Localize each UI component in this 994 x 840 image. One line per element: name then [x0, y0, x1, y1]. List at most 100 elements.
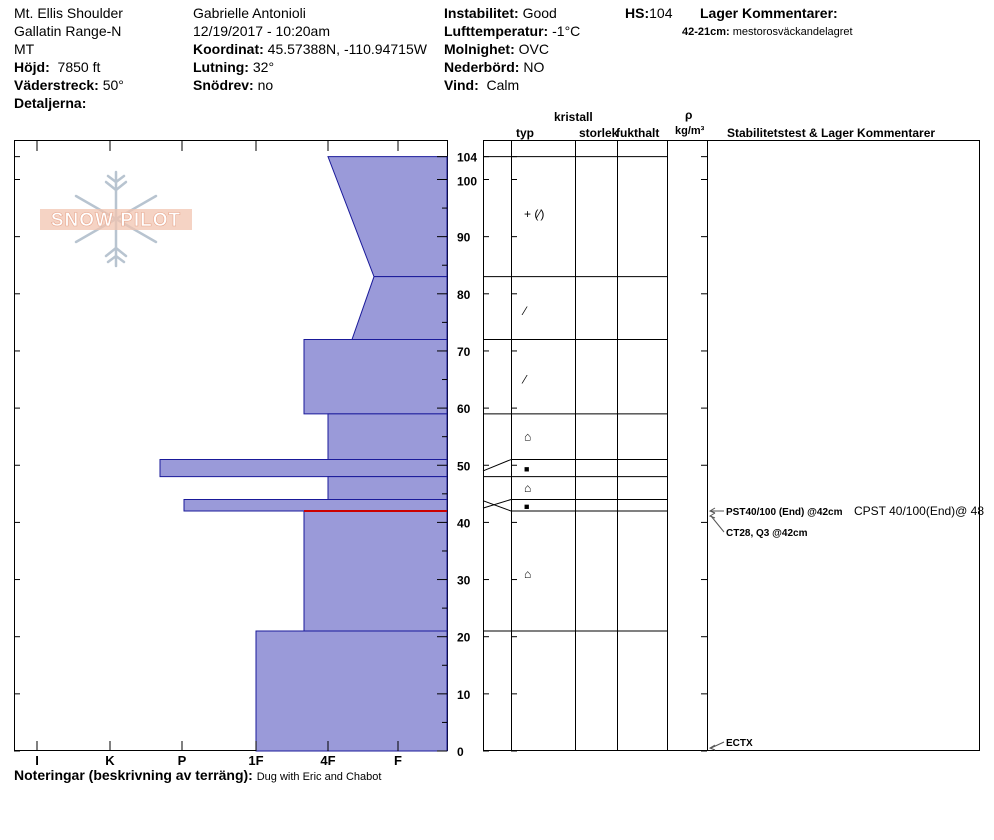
- wind-row: Vind: Calm: [444, 76, 580, 94]
- depth-tick-label: 100: [457, 175, 477, 189]
- hs-value: 104: [649, 5, 673, 21]
- header-layer-comments: Lager Kommentarer:: [700, 4, 838, 22]
- logo-text: SNOW PILOT: [51, 210, 181, 231]
- grain-symbol: + (⁄): [524, 207, 544, 221]
- header-hs: HS:104: [625, 4, 672, 22]
- header-typ: typ: [516, 126, 534, 140]
- hardness-bar: [327, 156, 448, 278]
- range-name: Gallatin Range-N: [14, 23, 122, 39]
- header-rho: ρ: [685, 108, 692, 122]
- depth-tick-label: 20: [457, 631, 471, 645]
- footer-notes: Noteringar (beskrivning av terräng): Dug…: [14, 766, 381, 786]
- hardness-bar: [351, 276, 448, 341]
- elevation-value: 7850 ft: [57, 59, 101, 75]
- grain-symbol: ⁄: [521, 304, 528, 318]
- coordinate-row: Koordinat: 45.57388N, -110.94715W: [193, 40, 427, 58]
- aspect-label: Väderstreck:: [14, 77, 99, 93]
- stability-arrowhead: [708, 744, 716, 751]
- hardness-bar: [303, 339, 448, 415]
- layer-connector: [482, 500, 512, 512]
- hs-label: HS:: [625, 5, 650, 21]
- coordinate-label: Koordinat:: [193, 41, 264, 57]
- depth-tick-label: 70: [457, 345, 471, 359]
- header-col1: Mt. Ellis Shoulder Gallatin Range-N MT H…: [14, 4, 124, 112]
- hardness-bar: [159, 459, 448, 478]
- grain-symbol: ⌂: [524, 481, 531, 495]
- header-fukthalt: fukthalt: [616, 126, 659, 140]
- depth-tick-label: 0: [457, 745, 464, 759]
- stability-test-label: CT28, Q3 @42cm: [726, 528, 808, 539]
- header-storlek: storlek: [579, 126, 619, 140]
- stability-arrowhead: [708, 507, 716, 514]
- depth-tick-label: 90: [457, 231, 471, 245]
- header-col2: Gabrielle Antonioli 12/19/2017 - 10:20am…: [193, 4, 427, 94]
- grain-symbol: ■: [524, 464, 529, 474]
- slope-row: Lutning: 32°: [193, 58, 427, 76]
- depth-axis: 0 10 20 30 40 50 60 70 80 90 100 104: [14, 151, 489, 759]
- instability-value: Good: [522, 5, 557, 21]
- stability-arrowhead: [708, 512, 716, 519]
- hardness-tick-label: 1F: [248, 753, 263, 768]
- elevation-row: Höjd: 7850 ft: [14, 58, 124, 76]
- hardness-bar: [255, 630, 448, 752]
- hardness-bars: [159, 156, 448, 752]
- hardness-bar: [327, 476, 448, 501]
- precip-value: NO: [523, 59, 545, 75]
- drift-label: Snödrev:: [193, 77, 254, 93]
- depth-tick-label: 10: [457, 688, 471, 702]
- location-name: Mt. Ellis Shoulder: [14, 5, 123, 21]
- grain-table-frame: [483, 140, 980, 751]
- aspect-value: 50°: [102, 77, 124, 93]
- depth-tick-label: 40: [457, 516, 471, 530]
- layer-connector: [482, 459, 512, 472]
- grain-symbol: ■: [524, 501, 529, 511]
- stability-test-label: ECTX: [726, 738, 753, 749]
- header-density-unit: kg/m³: [675, 125, 705, 137]
- wind-label: Vind:: [444, 77, 479, 93]
- stability-test-extra: CPST 40/100(End)@ 48: [854, 504, 984, 518]
- sky-row: Molnighet: OVC: [444, 40, 580, 58]
- header-stability: Stabilitetstest & Lager Kommentarer: [727, 126, 935, 140]
- depth-tick-label: 50: [457, 459, 471, 473]
- observation-datetime: 12/19/2017 - 10:20am: [193, 23, 330, 39]
- details-row: Detaljerna:: [14, 94, 124, 112]
- hardness-bar: [303, 510, 448, 632]
- logo-banner: [40, 209, 192, 230]
- layer-comments-label: Lager Kommentarer:: [700, 5, 838, 21]
- airtemp-label: Lufttemperatur:: [444, 23, 549, 39]
- precip-label: Nederbörd:: [444, 59, 520, 75]
- stability-arrow: [710, 741, 725, 749]
- slope-label: Lutning:: [193, 59, 249, 75]
- depth-tick-label: 104: [457, 151, 477, 165]
- instability-row: Instabilitet: Good: [444, 4, 580, 22]
- hardness-bar: [327, 413, 448, 461]
- drift-row: Snödrev: no: [193, 76, 427, 94]
- drift-value: no: [257, 77, 274, 93]
- airtemp-value: -1°C: [552, 23, 581, 39]
- hardness-tick-label: K: [105, 753, 115, 768]
- instability-label: Instabilitet:: [444, 5, 519, 21]
- snowpilot-logo: SNOW PILOT: [40, 170, 192, 268]
- wind-value: Calm: [486, 77, 520, 93]
- grain-table: + (⁄) ⁄ ⁄ ⌂ ■ ⌂ ■ ⌂ PST40/100 (End) @42cm CPST 4…: [482, 140, 984, 752]
- coordinate-value: 45.57388N, -110.94715W: [267, 41, 427, 57]
- depth-tick-label: 30: [457, 574, 471, 588]
- hardness-tick-label: F: [394, 753, 402, 768]
- grain-symbol: ⌂: [524, 567, 531, 581]
- layer-comment-row: 42-21cm: mestorosväckandelagret: [682, 23, 853, 41]
- stability-test-label: PST40/100 (End) @42cm: [726, 507, 843, 518]
- hardness-tick-label: 4F: [320, 753, 335, 768]
- grain-symbols: + (⁄) ⁄ ⁄ ⌂ ■ ⌂ ■ ⌂: [521, 207, 544, 581]
- stability-tests: PST40/100 (End) @42cm CPST 40/100(End)@ 4…: [708, 504, 984, 751]
- table-depth-ticks: [511, 156, 707, 752]
- grain-symbol: ⁄: [521, 373, 528, 387]
- grain-symbol: ⌂: [524, 430, 531, 444]
- notes-value: Dug with Eric and Chabot: [256, 771, 382, 783]
- hardness-tick-label: P: [178, 753, 187, 768]
- layer-connector: [482, 499, 512, 509]
- sky-label: Molnighet:: [444, 41, 515, 57]
- hardness-bar: [183, 499, 448, 512]
- details-label: Detaljerna:: [14, 95, 87, 111]
- header-col3: Instabilitet: Good Lufttemperatur: -1°C …: [444, 4, 580, 94]
